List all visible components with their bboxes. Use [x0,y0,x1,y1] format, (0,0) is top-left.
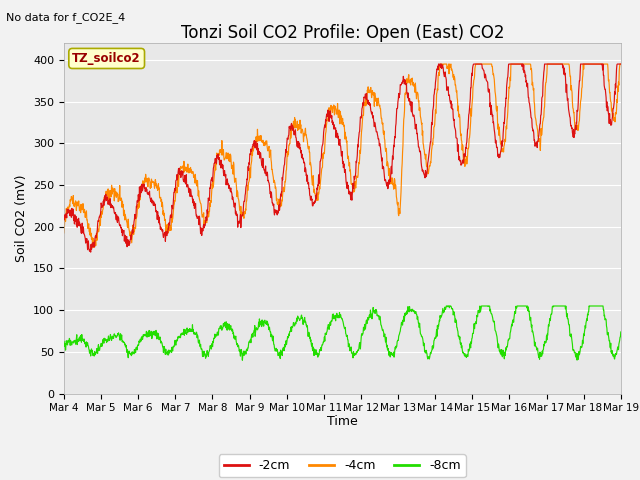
Y-axis label: Soil CO2 (mV): Soil CO2 (mV) [15,175,28,262]
Title: Tonzi Soil CO2 Profile: Open (East) CO2: Tonzi Soil CO2 Profile: Open (East) CO2 [180,24,504,42]
X-axis label: Time: Time [327,415,358,428]
Legend: -2cm, -4cm, -8cm: -2cm, -4cm, -8cm [219,454,466,477]
Text: TZ_soilco2: TZ_soilco2 [72,52,141,65]
Text: No data for f_CO2E_4: No data for f_CO2E_4 [6,12,125,23]
